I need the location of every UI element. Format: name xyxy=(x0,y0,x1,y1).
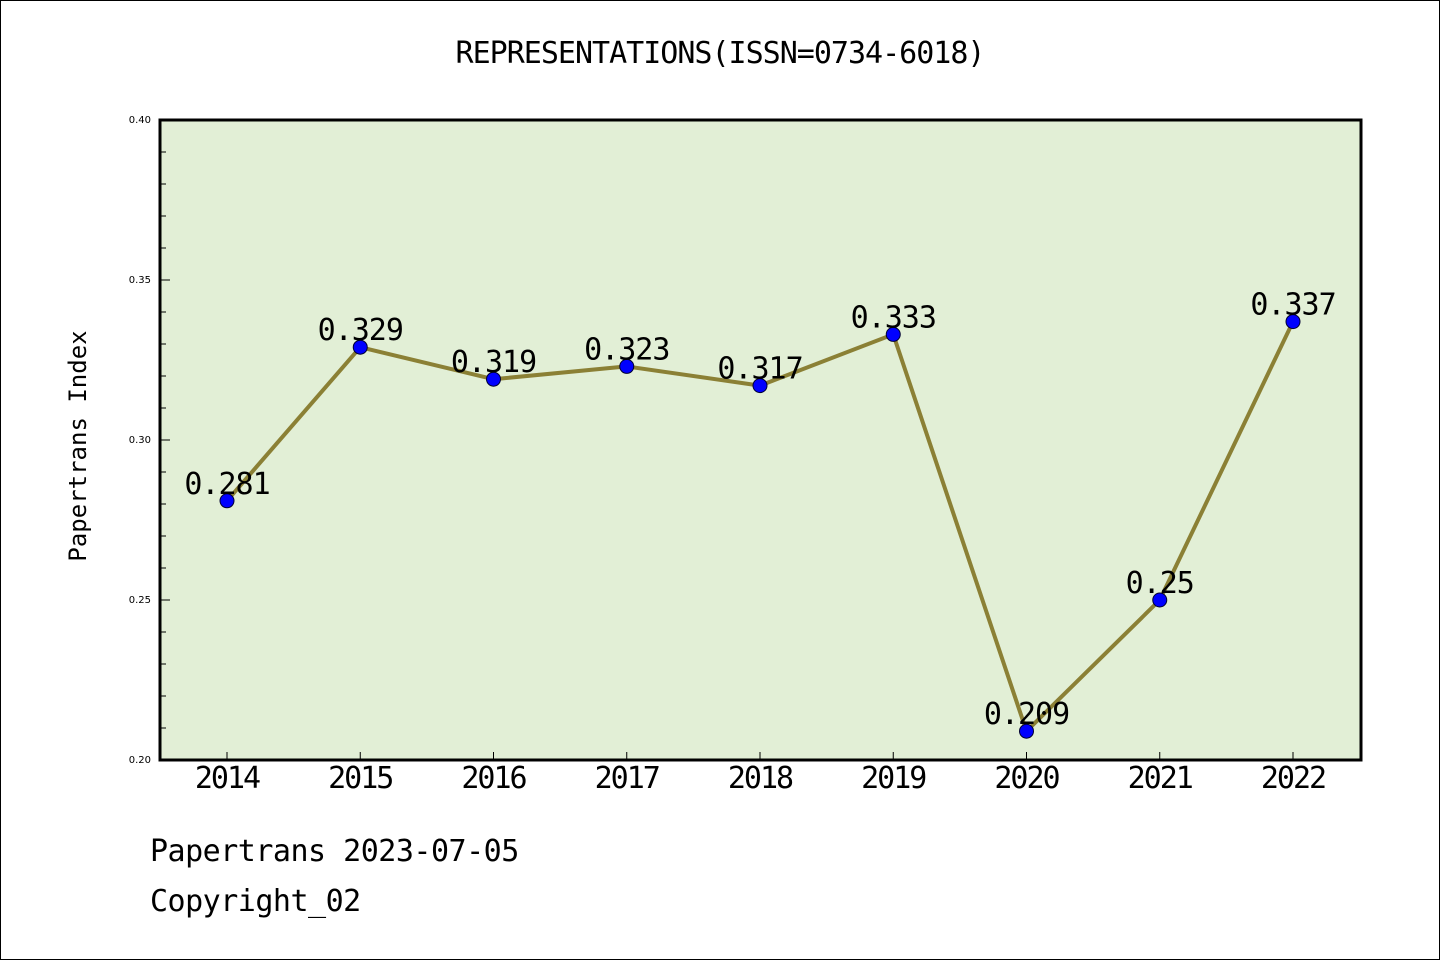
plot-area xyxy=(158,118,1363,762)
y-tick-label: 0.35 xyxy=(129,275,151,286)
data-label: 0.333 xyxy=(851,300,936,335)
x-tick-label: 2016 xyxy=(461,761,526,796)
data-point xyxy=(885,326,901,342)
data-label: 0.317 xyxy=(717,352,802,387)
data-label: 0.319 xyxy=(451,345,536,380)
footer-date: Papertrans 2023-07-05 xyxy=(150,834,519,869)
data-point xyxy=(1019,723,1034,739)
y-tick-label: 0.30 xyxy=(129,435,151,446)
x-tick-label: 2022 xyxy=(1261,761,1325,796)
x-tick-label: 2018 xyxy=(728,761,793,796)
data-point xyxy=(619,358,635,374)
data-point xyxy=(486,371,501,387)
data-label: 0.209 xyxy=(984,697,1069,732)
footer-copyright: Copyright_02 xyxy=(150,884,361,919)
data-label: 0.25 xyxy=(1126,566,1194,601)
data-label: 0.281 xyxy=(184,467,269,502)
x-tick-label: 2019 xyxy=(861,761,926,796)
data-point xyxy=(1285,314,1301,330)
data-point xyxy=(1152,592,1168,608)
x-tick-label: 2015 xyxy=(328,761,392,796)
data-point xyxy=(352,339,368,355)
x-tick-label: 2017 xyxy=(595,761,659,796)
y-axis-label: Papertrans Index xyxy=(64,330,92,561)
x-tick-label: 2014 xyxy=(195,761,260,796)
x-tick-label: 2020 xyxy=(994,761,1059,796)
x-tick-label: 2021 xyxy=(1128,761,1193,796)
data-label: 0.337 xyxy=(1250,288,1335,323)
data-label: 0.329 xyxy=(318,313,403,348)
y-tick-label: 0.20 xyxy=(129,755,151,766)
chart-title: REPRESENTATIONS(ISSN=0734-6018) xyxy=(455,36,986,71)
y-tick-label: 0.40 xyxy=(129,115,151,126)
data-point xyxy=(219,493,235,509)
data-label: 0.323 xyxy=(584,332,669,367)
data-point xyxy=(752,378,768,394)
y-tick-label: 0.25 xyxy=(129,595,151,606)
